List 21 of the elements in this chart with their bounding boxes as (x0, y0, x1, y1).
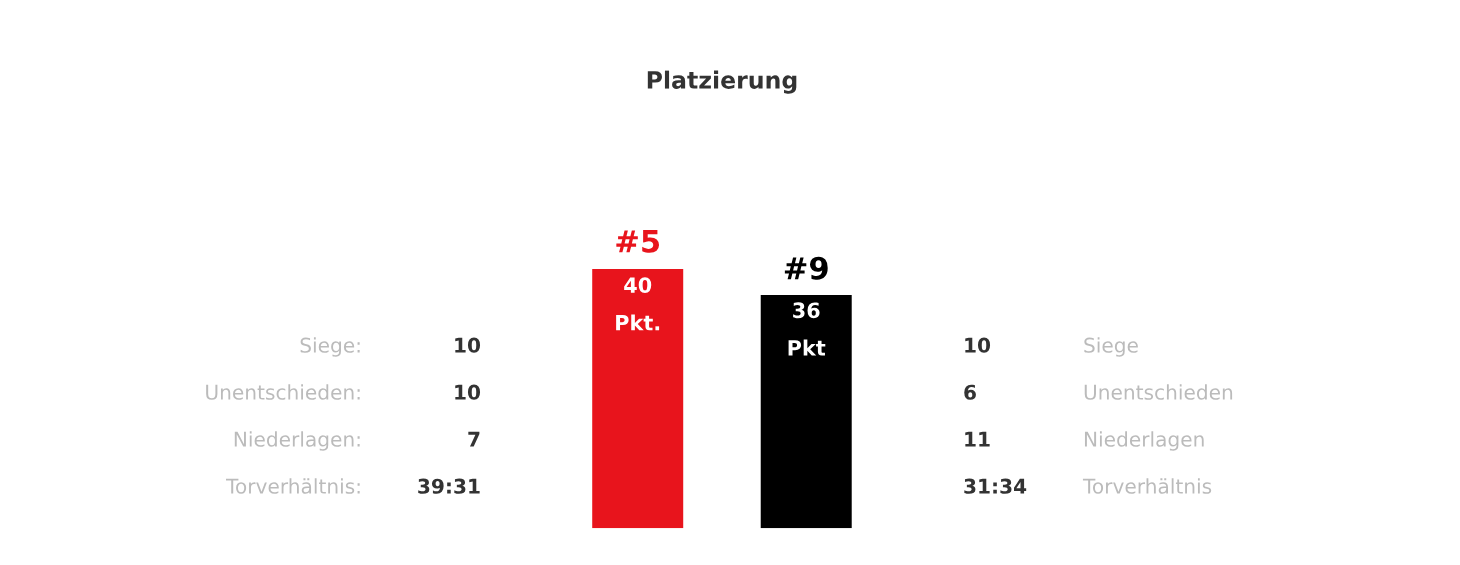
text: 31:34 (964, 478, 1027, 494)
data-label: 36 Pkt (788, 302, 826, 356)
text: Siege: (300, 337, 360, 357)
text: 7 (468, 431, 480, 447)
annotation: #9 (784, 256, 828, 280)
text: Torverhältnis: (226, 478, 360, 494)
text: Niederlagen: (234, 431, 360, 451)
text: Torverhältnis (1082, 478, 1212, 494)
text: 10 (455, 384, 481, 400)
text: Unentschieden: (206, 384, 360, 400)
text: #5 (616, 230, 660, 253)
data-label: 40 Pkt. (616, 277, 660, 331)
text: 10 (965, 337, 991, 353)
text: 39:31 (418, 478, 480, 494)
text: 6 (964, 384, 976, 400)
text: 10 (455, 337, 481, 353)
text: Niederlagen (1084, 431, 1204, 451)
text: Siege (1084, 337, 1138, 357)
text: 11 (965, 431, 990, 447)
chart-title: Platzierung (647, 70, 797, 94)
text: Unentschieden (1084, 384, 1233, 400)
